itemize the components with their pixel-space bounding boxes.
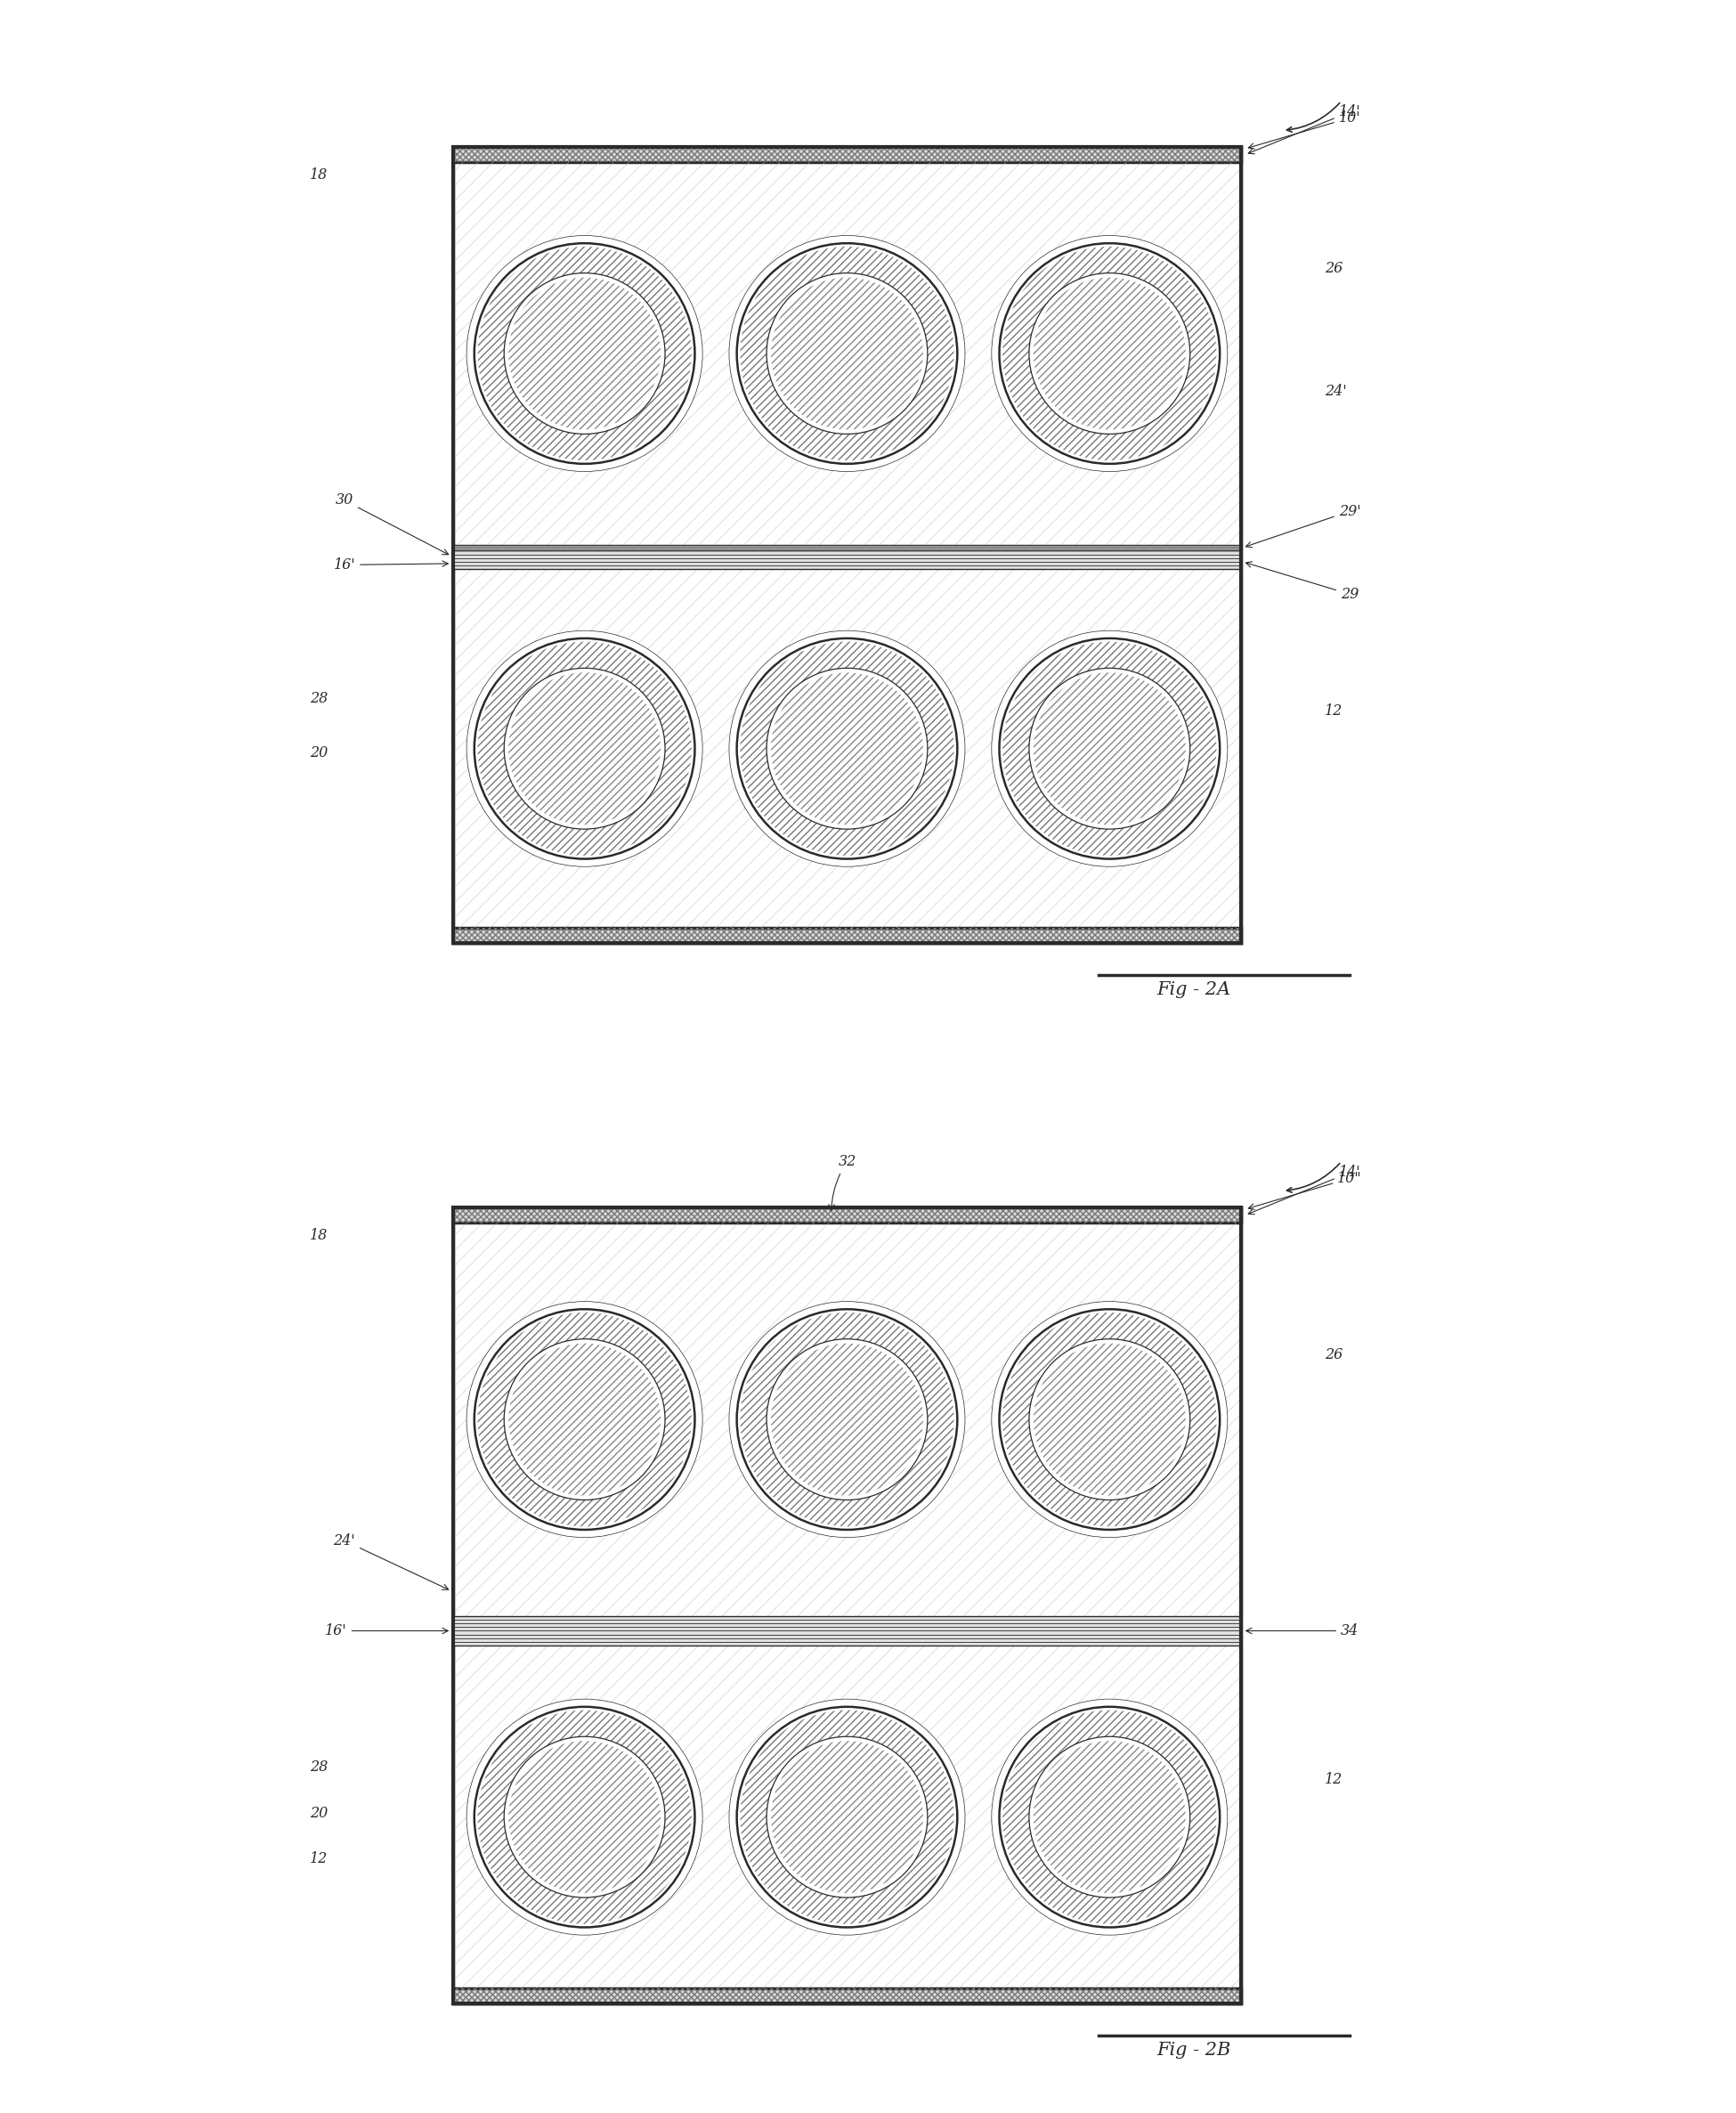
Circle shape xyxy=(467,235,703,471)
Circle shape xyxy=(474,1707,694,1927)
Text: 22': 22' xyxy=(930,742,953,756)
Circle shape xyxy=(467,1302,703,1538)
Text: 24': 24' xyxy=(1325,385,1347,399)
Bar xyxy=(453,1209,1241,1223)
Circle shape xyxy=(991,235,1227,471)
Circle shape xyxy=(736,243,957,463)
Circle shape xyxy=(991,630,1227,866)
Circle shape xyxy=(767,273,927,433)
Circle shape xyxy=(1029,1340,1191,1500)
Bar xyxy=(453,1988,1241,2003)
Circle shape xyxy=(1000,1707,1220,1927)
Text: 20: 20 xyxy=(309,746,328,761)
Bar xyxy=(453,1209,1241,2003)
Circle shape xyxy=(991,1302,1227,1538)
Circle shape xyxy=(503,1340,665,1500)
Bar xyxy=(453,1209,1241,2003)
Bar xyxy=(453,148,1241,942)
Text: 10": 10" xyxy=(1248,1171,1363,1209)
Circle shape xyxy=(474,243,694,463)
Circle shape xyxy=(1029,273,1191,433)
Circle shape xyxy=(991,1699,1227,1936)
Circle shape xyxy=(474,1310,694,1530)
Circle shape xyxy=(467,1699,703,1936)
Circle shape xyxy=(503,668,665,828)
Circle shape xyxy=(736,1310,957,1530)
Circle shape xyxy=(503,273,665,433)
Text: 28: 28 xyxy=(309,1760,328,1775)
Text: 18: 18 xyxy=(309,1228,328,1242)
Circle shape xyxy=(503,1737,665,1897)
Circle shape xyxy=(729,1302,965,1538)
Text: 16': 16' xyxy=(333,558,448,573)
Circle shape xyxy=(767,1340,927,1500)
Circle shape xyxy=(467,630,703,866)
Text: 26: 26 xyxy=(1325,1346,1342,1363)
Text: 20: 20 xyxy=(309,1805,328,1821)
Text: 30: 30 xyxy=(335,492,448,554)
Text: 14': 14' xyxy=(1248,104,1361,154)
Text: 22': 22' xyxy=(930,1809,953,1826)
Bar xyxy=(453,551,1241,568)
Text: 34: 34 xyxy=(1246,1623,1359,1638)
Circle shape xyxy=(736,1707,957,1927)
Text: 32: 32 xyxy=(828,1154,856,1211)
Text: 16': 16' xyxy=(325,1623,448,1638)
Bar xyxy=(453,928,1241,942)
Text: 12: 12 xyxy=(1325,704,1342,718)
Bar xyxy=(453,545,1241,551)
Bar xyxy=(453,928,1241,942)
Circle shape xyxy=(1000,243,1220,463)
Bar xyxy=(453,1616,1241,1646)
Text: 29': 29' xyxy=(1246,503,1361,547)
Text: 29: 29 xyxy=(1246,562,1359,602)
Circle shape xyxy=(729,1699,965,1936)
Text: Fig - 2B: Fig - 2B xyxy=(1156,2041,1231,2058)
Circle shape xyxy=(1029,668,1191,828)
Text: 14': 14' xyxy=(1248,1164,1361,1215)
Circle shape xyxy=(729,630,965,866)
Text: 10': 10' xyxy=(1248,110,1361,148)
Circle shape xyxy=(1000,638,1220,858)
Circle shape xyxy=(729,235,965,471)
Circle shape xyxy=(1029,1737,1191,1897)
Text: 26: 26 xyxy=(1325,262,1342,277)
Circle shape xyxy=(767,1737,927,1897)
Circle shape xyxy=(736,638,957,858)
Text: 24': 24' xyxy=(333,1534,448,1589)
Bar xyxy=(453,148,1241,163)
Bar xyxy=(453,148,1241,163)
Bar xyxy=(453,1209,1241,1223)
Circle shape xyxy=(474,638,694,858)
Circle shape xyxy=(767,668,927,828)
Text: 12: 12 xyxy=(309,1851,328,1866)
Bar xyxy=(453,148,1241,942)
Text: 18: 18 xyxy=(309,167,328,182)
Text: 12: 12 xyxy=(1325,1773,1342,1788)
Text: 28: 28 xyxy=(309,691,328,706)
Text: Fig - 2A: Fig - 2A xyxy=(1156,980,1231,997)
Circle shape xyxy=(1000,1310,1220,1530)
Bar xyxy=(453,1988,1241,2003)
